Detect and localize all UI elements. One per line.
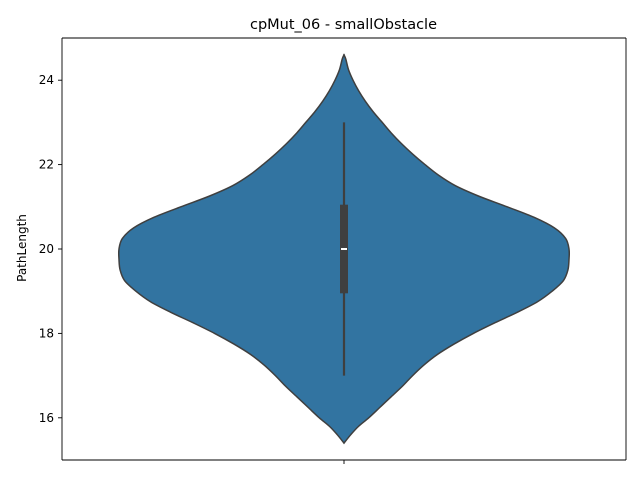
axes-layer: 16 18 20 22 24 (39, 37, 627, 464)
y-tick-label: 16 (39, 411, 54, 425)
plot-layer (117, 53, 571, 445)
chart-title: cpMut_06 - smallObstacle (250, 17, 437, 33)
y-tick-label: 24 (39, 73, 54, 87)
y-axis-label: PathLength (15, 214, 29, 282)
y-tick-label: 22 (39, 158, 54, 172)
y-tick-label: 20 (39, 242, 54, 256)
y-tick-label: 18 (39, 326, 54, 340)
